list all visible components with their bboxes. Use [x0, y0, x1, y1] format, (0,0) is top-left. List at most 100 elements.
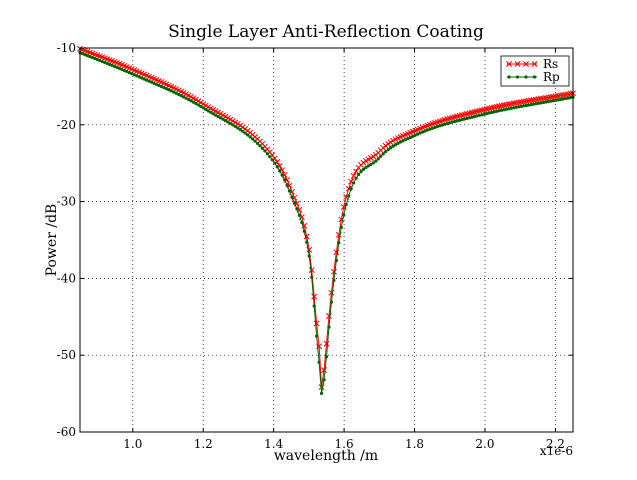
- data-point-rp: [504, 107, 509, 111]
- data-point-rp: [433, 125, 437, 129]
- data-point-rp: [117, 66, 122, 70]
- data-point-rp: [403, 138, 407, 142]
- data-point-rp: [181, 95, 186, 99]
- data-point-rp: [253, 139, 257, 143]
- data-point-rp: [250, 137, 255, 141]
- data-point-rp: [196, 103, 200, 107]
- y-tick-label: -50: [57, 348, 76, 362]
- legend-marker: [506, 61, 512, 67]
- data-point-rp: [339, 225, 343, 230]
- data-point-rp: [568, 96, 573, 100]
- legend-marker: [532, 75, 537, 79]
- data-point-rp: [213, 113, 218, 117]
- data-point-rp: [144, 78, 149, 82]
- data-point-rp: [416, 132, 420, 136]
- data-point-rp: [162, 85, 166, 90]
- data-point-rp: [98, 58, 102, 63]
- data-point-rp: [494, 109, 499, 113]
- data-point-rp: [265, 152, 269, 156]
- legend-label-rp: Rp: [543, 70, 560, 84]
- data-point-rp: [329, 300, 334, 304]
- data-point-rp: [465, 116, 469, 121]
- data-point-rp: [211, 112, 215, 116]
- data-point-rp: [199, 104, 203, 108]
- data-point-rp: [413, 133, 417, 137]
- data-point-rp: [327, 325, 331, 329]
- data-point-rp: [342, 213, 346, 217]
- data-point-rp: [100, 59, 104, 64]
- data-point-rp: [258, 144, 262, 148]
- data-point-rp: [472, 115, 476, 119]
- legend: Rs Rp: [500, 55, 570, 87]
- data-point-rp: [487, 111, 491, 115]
- data-point-rp: [356, 172, 361, 177]
- x-tick-label: 1.8: [405, 437, 424, 451]
- data-point-rp: [534, 102, 538, 106]
- data-point-rp: [349, 187, 353, 191]
- data-point-rp: [204, 107, 208, 112]
- data-point-rp: [83, 52, 87, 57]
- data-point-rp: [374, 159, 378, 163]
- data-point-rp: [194, 101, 198, 106]
- x-tick-label: 1.0: [123, 437, 142, 451]
- data-point-rp: [384, 150, 388, 154]
- data-point-rp: [354, 176, 358, 180]
- data-point-rp: [216, 114, 220, 119]
- data-point-rp: [391, 144, 395, 148]
- data-point-rp: [443, 122, 447, 126]
- y-tick-label: -60: [57, 425, 76, 439]
- data-point-rp: [105, 61, 109, 66]
- data-point-rp: [458, 118, 462, 122]
- data-point-rp: [238, 128, 242, 132]
- data-point-rp: [425, 128, 430, 132]
- data-point-rp: [95, 57, 99, 62]
- data-point-rp: [154, 82, 159, 86]
- data-point-rp: [218, 116, 223, 120]
- data-point-rp: [130, 72, 134, 76]
- data-point-rp: [186, 97, 191, 102]
- data-point-rp: [241, 129, 245, 133]
- data-point-rp: [406, 136, 410, 141]
- data-point-rp: [507, 107, 511, 111]
- data-point-rp: [273, 161, 277, 165]
- data-point-rp: [184, 96, 188, 100]
- data-point-rp: [122, 68, 126, 73]
- data-point-rp: [236, 126, 240, 130]
- data-point-rp: [137, 75, 141, 79]
- series-layer: [77, 45, 576, 395]
- data-point-rp: [522, 104, 526, 108]
- data-point-rp: [191, 100, 195, 104]
- data-point-rp: [312, 304, 316, 308]
- data-point-rp: [174, 91, 178, 95]
- data-point-rs: [313, 320, 320, 327]
- data-point-rp: [364, 165, 368, 170]
- data-point-rp: [361, 167, 366, 171]
- data-point-rp: [561, 97, 565, 101]
- data-point-rp: [344, 202, 348, 207]
- x-offset-text: x1e-6: [540, 444, 573, 458]
- data-point-rp: [549, 99, 553, 103]
- data-point-rp: [497, 109, 501, 113]
- data-point-rp: [93, 56, 97, 61]
- data-point-rp: [337, 241, 341, 245]
- legend-box: [500, 55, 570, 87]
- data-point-rp: [246, 133, 250, 137]
- data-point-rp: [164, 87, 168, 91]
- data-point-rp: [430, 126, 435, 130]
- data-point-rp: [263, 149, 267, 153]
- data-point-rp: [285, 183, 289, 187]
- data-point-rp: [480, 113, 484, 117]
- data-point-rp: [512, 106, 516, 110]
- legend-marker: [523, 61, 529, 67]
- y-axis-label: Power /dB: [44, 204, 60, 277]
- data-point-rp: [85, 53, 89, 58]
- data-point-rp: [524, 103, 528, 108]
- data-point-rp: [371, 161, 375, 165]
- data-point-rp: [386, 148, 390, 152]
- data-point-rp: [490, 110, 494, 115]
- data-point-rp: [233, 124, 237, 129]
- data-point-rp: [110, 63, 114, 67]
- data-point-rp: [189, 99, 193, 103]
- data-point-rp: [502, 108, 506, 112]
